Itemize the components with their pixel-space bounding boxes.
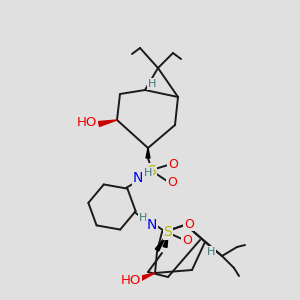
Polygon shape: [155, 236, 166, 251]
Text: S: S: [148, 164, 156, 178]
Text: O: O: [167, 176, 177, 188]
Polygon shape: [138, 273, 155, 281]
Polygon shape: [146, 148, 150, 158]
Polygon shape: [163, 235, 168, 247]
Text: H: H: [207, 247, 215, 257]
Text: O: O: [168, 158, 178, 170]
Text: HO: HO: [77, 116, 97, 128]
Text: H: H: [148, 79, 156, 89]
Text: O: O: [182, 233, 192, 247]
Text: N: N: [147, 218, 157, 232]
Polygon shape: [98, 120, 117, 126]
Text: HO: HO: [121, 274, 141, 287]
Text: H: H: [139, 213, 147, 223]
Text: H: H: [144, 168, 152, 178]
Text: N: N: [133, 171, 143, 185]
Text: O: O: [184, 218, 194, 230]
Text: S: S: [164, 225, 172, 239]
